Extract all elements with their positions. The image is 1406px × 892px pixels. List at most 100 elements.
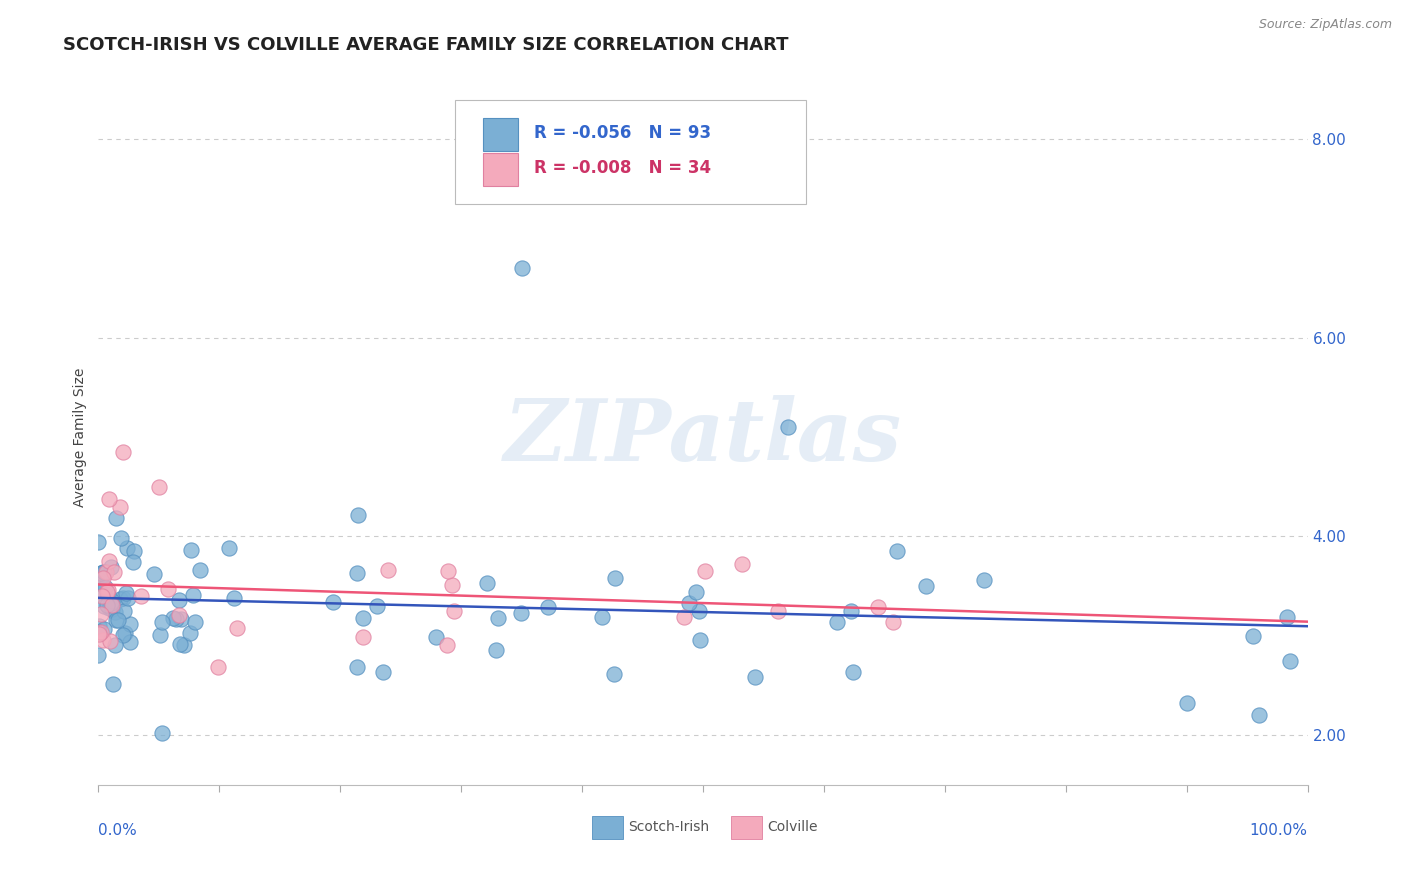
Point	[842, 665, 865, 679]
Point	[101, 598, 124, 612]
Point	[1241, 629, 1264, 643]
Point	[603, 571, 626, 585]
Point	[108, 592, 131, 607]
Point	[685, 584, 707, 599]
Point	[914, 579, 936, 593]
Point	[157, 582, 180, 596]
Point	[112, 604, 135, 618]
Point	[111, 445, 134, 459]
Point	[117, 591, 139, 605]
Point	[93, 565, 115, 579]
Point	[886, 544, 908, 558]
Point	[510, 261, 533, 276]
Point	[222, 591, 245, 605]
Point	[101, 593, 124, 607]
Point	[100, 597, 122, 611]
Point	[1279, 654, 1302, 668]
Point	[120, 616, 142, 631]
Point	[207, 659, 229, 673]
Point	[118, 635, 141, 649]
Point	[90, 624, 112, 639]
Point	[111, 591, 134, 605]
Point	[97, 588, 120, 602]
Text: 0.0%: 0.0%	[98, 823, 138, 838]
Point	[488, 611, 510, 625]
Point	[688, 604, 710, 618]
Point	[111, 628, 134, 642]
Point	[744, 670, 766, 684]
Point	[142, 567, 165, 582]
Point	[184, 615, 207, 630]
Point	[114, 625, 136, 640]
Text: 100.0%: 100.0%	[1250, 823, 1308, 838]
Point	[87, 576, 110, 591]
Text: R = -0.008   N = 34: R = -0.008 N = 34	[534, 159, 711, 177]
Point	[87, 626, 110, 640]
Point	[90, 566, 112, 580]
Point	[346, 508, 368, 522]
Point	[104, 510, 127, 524]
Text: Colville: Colville	[768, 821, 817, 834]
Point	[103, 565, 125, 579]
Point	[485, 643, 508, 657]
Point	[183, 588, 205, 602]
Text: Source: ZipAtlas.com: Source: ZipAtlas.com	[1258, 18, 1392, 31]
Point	[91, 589, 114, 603]
FancyBboxPatch shape	[482, 153, 517, 186]
Point	[436, 638, 458, 652]
Point	[115, 585, 138, 599]
Point	[868, 599, 890, 614]
Point	[188, 563, 211, 577]
Point	[108, 500, 131, 514]
Point	[371, 665, 394, 679]
Point	[179, 626, 201, 640]
Point	[90, 607, 112, 621]
Point	[180, 543, 202, 558]
FancyBboxPatch shape	[592, 816, 623, 838]
Point	[91, 632, 114, 647]
Point	[89, 619, 111, 633]
Point	[122, 555, 145, 569]
Point	[91, 571, 114, 585]
Point	[170, 612, 193, 626]
Point	[93, 599, 115, 613]
Y-axis label: Average Family Size: Average Family Size	[73, 368, 87, 507]
Point	[89, 566, 111, 581]
Point	[124, 544, 146, 558]
Point	[93, 622, 115, 636]
Text: Scotch-Irish: Scotch-Irish	[628, 821, 709, 834]
Point	[603, 667, 626, 681]
Point	[98, 601, 121, 615]
Point	[148, 480, 170, 494]
Point	[94, 580, 117, 594]
Point	[101, 602, 124, 616]
Point	[346, 659, 368, 673]
Point	[149, 628, 172, 642]
Point	[97, 553, 120, 567]
Point	[1275, 609, 1298, 624]
Point	[689, 632, 711, 647]
FancyBboxPatch shape	[482, 119, 517, 151]
Point	[98, 491, 121, 506]
Point	[1249, 708, 1271, 723]
Point	[104, 614, 127, 628]
Point	[973, 574, 995, 588]
Point	[167, 593, 190, 607]
Point	[366, 599, 388, 614]
Point	[129, 589, 152, 603]
Text: R = -0.056   N = 93: R = -0.056 N = 93	[534, 124, 711, 142]
Point	[839, 604, 862, 618]
Point	[104, 639, 127, 653]
Point	[100, 634, 122, 648]
Point	[352, 611, 374, 625]
Point	[89, 625, 111, 640]
Point	[693, 565, 716, 579]
Point	[766, 604, 789, 618]
Point	[825, 615, 848, 629]
Point	[93, 589, 115, 603]
Point	[591, 610, 613, 624]
Point	[162, 611, 184, 625]
Point	[1175, 696, 1198, 710]
Point	[150, 615, 173, 629]
Point	[509, 606, 531, 620]
